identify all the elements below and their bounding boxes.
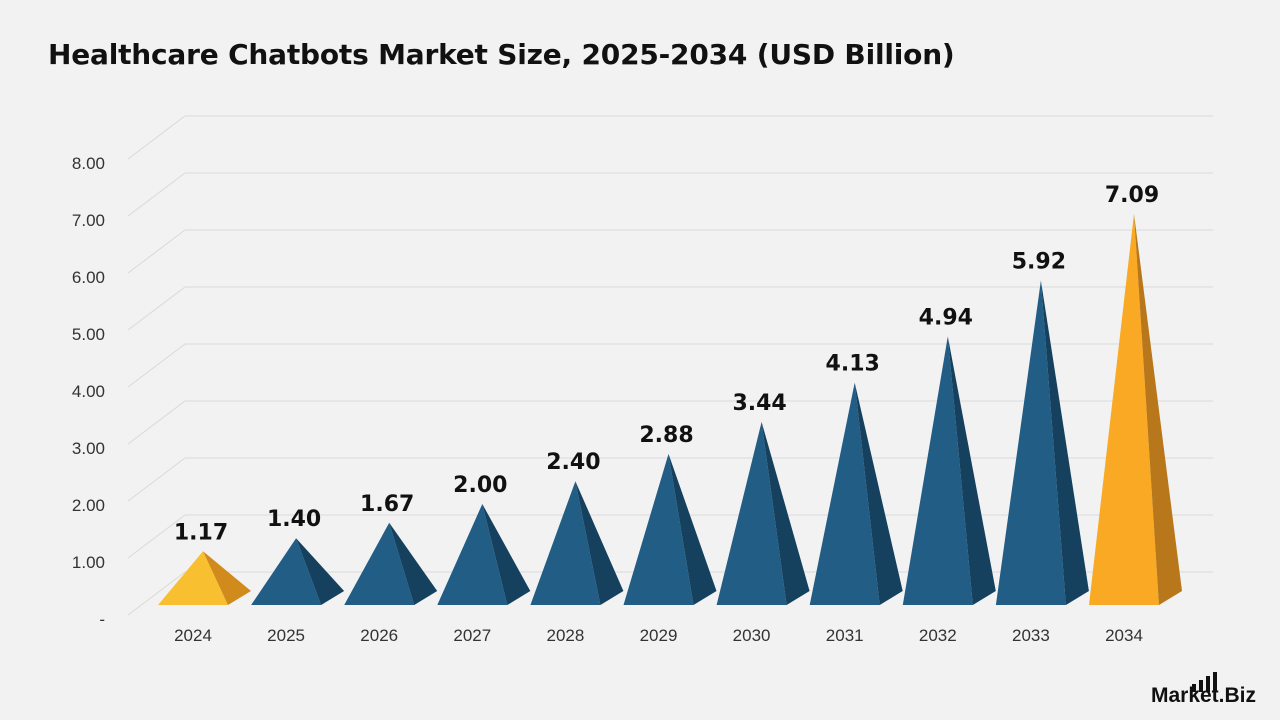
x-tick-label: 2028	[546, 626, 584, 645]
x-tick-label: 2031	[826, 626, 864, 645]
value-label: 3.44	[732, 391, 786, 416]
value-label: 4.94	[919, 305, 973, 330]
bar-2029	[623, 453, 717, 605]
x-axis-ticks: 2024 2025 2026 2027 2028 2029 2030 2031 2032 2033…	[174, 626, 1143, 645]
bar-side-face	[575, 481, 624, 605]
bar-2027	[437, 504, 531, 605]
y-tick-label: 3.00	[72, 439, 105, 458]
gridline-diagonal	[127, 571, 186, 616]
y-axis-ticks: - 1.00 2.00 3.00 4.00 5.00 6.00 7.00 8.00	[72, 154, 105, 629]
bar-side-face	[947, 336, 996, 605]
y-tick-label: 2.00	[72, 496, 105, 515]
bar-side-face	[1134, 213, 1182, 605]
bar-front-face	[809, 382, 880, 605]
x-tick-label: 2024	[174, 626, 212, 645]
bar-side-face	[761, 421, 810, 605]
bar-front-face	[158, 551, 228, 605]
bar-2034	[1089, 213, 1182, 605]
bar-2031	[809, 382, 903, 605]
bar-2024	[158, 551, 251, 605]
x-tick-label: 2030	[733, 626, 771, 645]
logo-text: Market.Biz	[1150, 684, 1256, 707]
bar-front-face	[251, 538, 322, 605]
bar-side-face	[389, 522, 438, 605]
gridline-diagonal	[127, 286, 186, 331]
x-tick-label: 2025	[267, 626, 305, 645]
bar-front-face	[623, 453, 694, 605]
value-labels: 1.17 1.40 1.67 2.00 2.40 2.88 3.44 4.13 4.94 5.92…	[174, 183, 1159, 545]
value-label: 7.09	[1105, 183, 1159, 208]
y-tick-label: 7.00	[72, 211, 105, 230]
value-label: 1.40	[267, 507, 321, 532]
value-label: 4.13	[826, 352, 880, 377]
y-tick-label: 1.00	[72, 553, 105, 572]
value-label: 1.17	[174, 520, 228, 545]
y-tick-label: 6.00	[72, 268, 105, 287]
y-tick-label: -	[99, 610, 105, 629]
gridline-diagonal	[127, 400, 186, 445]
x-tick-label: 2029	[640, 626, 678, 645]
x-tick-label: 2034	[1105, 626, 1143, 645]
marketbiz-logo: Market.Biz	[1126, 672, 1256, 708]
bar-front-face	[530, 481, 601, 605]
value-label: 2.88	[639, 423, 693, 448]
y-tick-label: 8.00	[72, 154, 105, 173]
x-tick-label: 2033	[1012, 626, 1050, 645]
bar-front-face	[437, 504, 508, 605]
gridline-diagonal	[127, 343, 186, 388]
value-label: 2.40	[546, 450, 600, 475]
gridline-diagonal	[127, 514, 186, 559]
bar-side-face	[296, 538, 345, 605]
chart-title: Healthcare Chatbots Market Size, 2025-20…	[48, 38, 955, 71]
gridline-diagonal	[127, 115, 186, 160]
gridline-diagonal	[127, 229, 186, 274]
y-tick-label: 4.00	[72, 382, 105, 401]
bar-front-face	[1089, 213, 1159, 605]
x-tick-label: 2032	[919, 626, 957, 645]
bar-2025	[251, 538, 345, 605]
bar-2028	[530, 481, 624, 605]
bar-chart-icon	[1192, 672, 1217, 692]
bar-side-face	[668, 453, 717, 605]
bar-front-face	[902, 336, 973, 605]
bar-front-face	[716, 421, 787, 605]
bar-front-face	[344, 522, 415, 605]
value-label: 2.00	[453, 473, 507, 498]
bar-side-face	[854, 382, 903, 605]
value-label: 5.92	[1012, 250, 1066, 275]
x-tick-label: 2026	[360, 626, 398, 645]
x-tick-label: 2027	[453, 626, 491, 645]
bar-side-face	[203, 551, 251, 605]
bar-side-face	[482, 504, 531, 605]
bar-2033	[995, 280, 1089, 605]
bar-2026	[344, 522, 438, 605]
bars	[158, 213, 1182, 605]
bar-front-face	[995, 280, 1066, 605]
gridline-diagonal	[127, 457, 186, 502]
gridline-diagonal	[127, 172, 186, 217]
bar-2032	[902, 336, 996, 605]
value-label: 1.67	[360, 492, 414, 517]
y-tick-label: 5.00	[72, 325, 105, 344]
bar-2030	[716, 421, 810, 605]
bar-side-face	[1040, 280, 1089, 605]
